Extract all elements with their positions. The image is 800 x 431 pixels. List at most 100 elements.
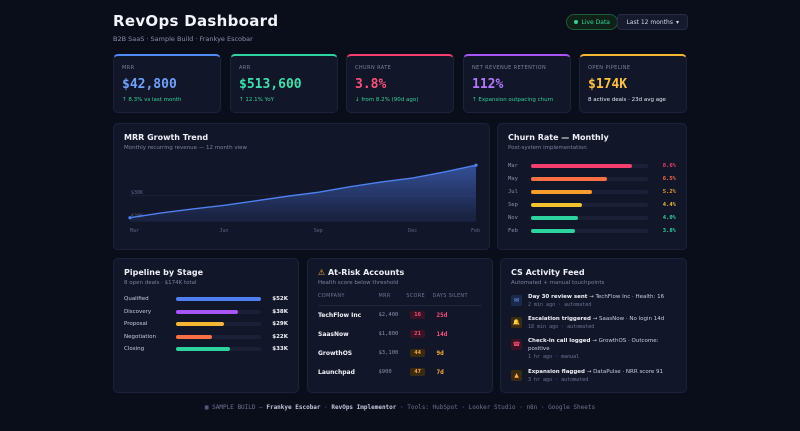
data-point <box>474 163 478 167</box>
pipeline-bar <box>176 297 262 302</box>
at-risk-title: ⚠ At-Risk Accounts <box>318 268 405 277</box>
date-range-select[interactable]: Last 12 months ▾ <box>617 14 688 30</box>
churn-value-label: 5.2% <box>662 188 676 195</box>
mrr-area <box>130 165 476 222</box>
kpi-value: 3.8% <box>355 77 387 92</box>
pipeline-chart: Qualified $52K Discovery $38K Proposal $29K Ne… <box>124 293 288 356</box>
column-header: MRR <box>378 293 407 306</box>
pipeline-bar-track <box>176 347 262 352</box>
churn-month-label: Feb <box>508 227 518 234</box>
pipeline-bar-track <box>176 297 262 302</box>
at-risk-card: ⚠ At-Risk Accounts Health score below th… <box>307 258 493 393</box>
pipeline-bar <box>176 347 231 352</box>
feed-meta: 2 min ago · automated <box>528 301 592 308</box>
churn-bar-row: Feb 3.8% <box>508 224 676 237</box>
churn-month-label: Nov <box>508 214 518 221</box>
footer-prefix: SAMPLE BUILD — <box>212 404 267 411</box>
churn-month-label: May <box>508 175 518 182</box>
phone-icon: ☎ <box>511 339 522 351</box>
kpi-card: Open Pipeline $174K 8 active deals · 23d a… <box>579 54 687 113</box>
mrr-cell: $1,800 <box>378 331 399 337</box>
y-tick-label: $30K <box>131 190 143 196</box>
feed-headline: Escalation triggered <box>528 316 591 323</box>
score-cell: 21 <box>406 325 432 344</box>
kpi-change: ↑ 8.3% vs last month <box>122 97 182 103</box>
pipeline-title: Pipeline by Stage <box>124 268 204 277</box>
mrr-cell: $2,400 <box>378 312 399 319</box>
stage-value: $52K <box>272 296 288 303</box>
at-risk-table: Company MRR Score Days Silent TechFlow Inc $… <box>318 293 482 382</box>
kpi-label: ARR <box>239 65 251 71</box>
activity-subtitle: Automated + manual touchpoints <box>511 280 605 286</box>
churn-bar <box>530 163 632 168</box>
kpi-value: $513,600 <box>239 77 302 92</box>
table-row[interactable]: TechFlow Inc $2,400 16 25d <box>318 306 482 325</box>
churn-bar-track <box>530 189 649 194</box>
feed-meta: 3 hr ago · automated <box>528 376 589 383</box>
mrr-trend-subtitle: Monthly recurring revenue — 12 month vie… <box>124 145 248 151</box>
stage-label: Discovery <box>124 308 152 315</box>
kpi-change: 8 active deals · 23d avg age <box>588 97 666 103</box>
kpi-card: Churn Rate 3.8% ↓ from 8.2% (90d ago) <box>346 54 454 113</box>
footer-sep: · <box>320 404 332 411</box>
churn-subtitle: Post-system implementation <box>508 145 587 151</box>
stage-value: $33K <box>272 346 288 353</box>
feed-detail: → SaasNow · No login 14d <box>590 316 665 323</box>
list-item[interactable]: ▲ Expansion flagged → DataPulse · NRR sco… <box>511 369 676 384</box>
warning-icon: ⚠ <box>318 268 326 277</box>
days-silent-cell: 9d <box>436 349 444 357</box>
churn-month-label: Sep <box>508 201 518 208</box>
list-item[interactable]: 🔔 Escalation triggered → SaasNow · No log… <box>511 316 676 331</box>
feed-detail: → DataPulse · NRR score 91 <box>584 368 663 375</box>
churn-card: Churn Rate — Monthly Post-system impleme… <box>497 123 687 250</box>
footer: ▦ SAMPLE BUILD — Frankye Escobar · RevOp… <box>0 404 800 411</box>
feed-headline: Expansion flagged <box>528 368 585 375</box>
footer-role: RevOps Implementor <box>331 404 397 411</box>
list-item[interactable]: ☎ Check-in call logged → GrowthOS · Outco… <box>511 338 676 361</box>
churn-month-label: Mar <box>508 162 518 169</box>
company-cell: TechFlow Inc <box>318 311 362 319</box>
kpi-change: ↓ from 8.2% (90d ago) <box>355 97 419 103</box>
list-item[interactable]: ✉ Day 30 review sent → TechFlow Inc · Hea… <box>511 294 676 309</box>
churn-bar <box>530 228 576 233</box>
pipeline-bar-row: Qualified $52K <box>124 293 288 306</box>
table-row[interactable]: Launchpad $900 47 7d <box>318 363 482 382</box>
table-row[interactable]: GrowthOS $3,100 44 9d <box>318 344 482 363</box>
feed-meta: 18 min ago · automated <box>528 324 595 331</box>
activity-feed: ✉ Day 30 review sent → TechFlow Inc · Hea… <box>511 294 676 384</box>
feed-meta: 1 hr ago · manual <box>528 354 580 361</box>
churn-title: Churn Rate — Monthly <box>508 133 609 142</box>
footer-name: Frankye Escobar <box>266 404 321 411</box>
live-label: Live Data <box>581 18 611 26</box>
feed-text: Check-in call logged → GrowthOS · Outcom… <box>528 338 676 361</box>
feed-text: Escalation triggered → SaasNow · No logi… <box>528 316 664 331</box>
kpi-card: Net Revenue Retention 112% ↑ Expansion out… <box>463 54 571 113</box>
x-tick-label: Dec <box>408 228 417 234</box>
footer-tools: · Tools: HubSpot · Looker Studio · n8n ·… <box>396 404 596 411</box>
x-tick-label: Feb <box>471 228 480 234</box>
company-cell: Launchpad <box>318 368 355 376</box>
churn-bar <box>530 189 592 194</box>
kpi-label: Open Pipeline <box>588 65 631 71</box>
health-score-badge: 44 <box>410 349 425 357</box>
table-header: Company MRR Score Days Silent <box>318 293 482 306</box>
activity-title: CS Activity Feed <box>511 268 585 277</box>
activity-card: CS Activity Feed Automated + manual touc… <box>500 258 687 393</box>
feed-detail: → GrowthOS · Outcome: positive <box>528 338 659 353</box>
churn-bar-row: Mar 8.6% <box>508 159 676 172</box>
chevron-down-icon: ▾ <box>675 18 679 26</box>
grid-icon: ▦ <box>204 404 209 411</box>
feed-headline: Day 30 review sent <box>528 294 588 300</box>
table-row[interactable]: SaasNow $1,800 21 14d <box>318 325 482 344</box>
mrr-cell: $900 <box>378 369 392 375</box>
feed-text: Day 30 review sent → TechFlow Inc · Heal… <box>528 294 664 309</box>
health-score-badge: 16 <box>410 311 425 320</box>
at-risk-subtitle: Health score below threshold <box>318 280 399 286</box>
mrr-trend-title: MRR Growth Trend <box>124 133 209 142</box>
pipeline-bar-track <box>176 322 262 327</box>
live-dot-icon <box>573 20 578 24</box>
churn-bar-track <box>530 176 649 181</box>
stage-label: Proposal <box>124 321 148 328</box>
feed-text: Expansion flagged → DataPulse · NRR scor… <box>528 369 663 384</box>
feed-detail: → TechFlow Inc · Health: 16 <box>587 294 665 300</box>
